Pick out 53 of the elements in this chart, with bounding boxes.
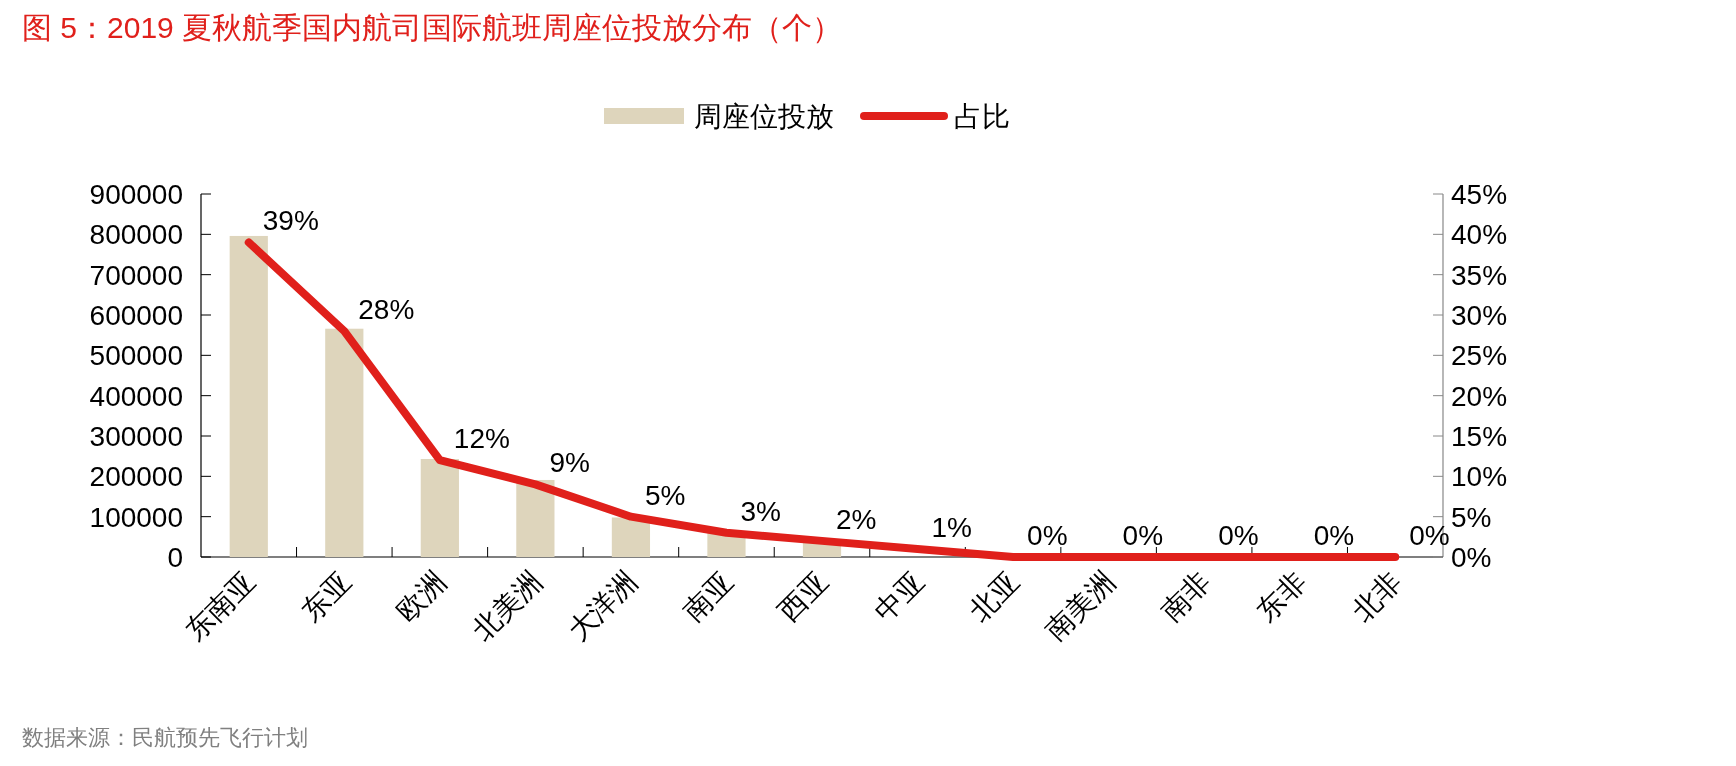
legend-label: 周座位投放 xyxy=(694,101,834,132)
data-label: 0% xyxy=(1409,520,1450,551)
data-label: 0% xyxy=(1218,520,1259,551)
legend-label: 占比 xyxy=(954,101,1010,132)
y2-tick-label: 0% xyxy=(1451,542,1492,573)
y2-tick-label: 25% xyxy=(1451,340,1508,372)
x-tick-label: 北亚 xyxy=(963,565,1026,627)
x-tick-label: 东非 xyxy=(1250,565,1312,627)
y-tick-label: 300000 xyxy=(89,421,183,452)
x-tick-label: 北美洲 xyxy=(466,565,548,647)
y2-tick-label: 10% xyxy=(1451,461,1508,493)
y2-tick-label: 30% xyxy=(1451,300,1508,331)
data-label: 9% xyxy=(549,447,590,479)
y-tick-label: 400000 xyxy=(89,380,183,412)
data-label: 12% xyxy=(453,423,510,455)
x-tick-label: 南亚 xyxy=(677,565,739,627)
data-label: 39% xyxy=(262,205,319,237)
y2-tick-label: 5% xyxy=(1451,501,1492,533)
y-tick-label: 500000 xyxy=(89,340,183,372)
y-tick-label: 800000 xyxy=(89,219,183,251)
data-label: 2% xyxy=(836,503,877,535)
y2-tick-label: 15% xyxy=(1451,421,1508,452)
x-tick-label: 欧洲 xyxy=(390,565,453,627)
data-label: 28% xyxy=(358,294,415,326)
bar xyxy=(611,517,651,557)
x-tick-label: 南美洲 xyxy=(1039,565,1121,647)
data-label: 0% xyxy=(1313,520,1355,551)
y-tick-label: 100000 xyxy=(89,501,183,533)
y2-tick-label: 35% xyxy=(1451,259,1508,291)
data-label: 3% xyxy=(740,495,781,527)
bar xyxy=(325,328,364,557)
data-label: 1% xyxy=(931,511,973,543)
y-tick-label: 600000 xyxy=(89,300,183,331)
data-label: 0% xyxy=(1122,520,1164,551)
bar xyxy=(516,479,555,557)
source-note: 数据来源：民航预先飞行计划 xyxy=(22,725,308,750)
bar xyxy=(229,235,268,557)
y-tick-label: 900000 xyxy=(89,179,183,210)
x-tick-label: 西亚 xyxy=(772,565,835,627)
y-tick-label: 700000 xyxy=(89,259,183,291)
data-label: 5% xyxy=(644,479,686,511)
chart-title: 图 5：2019 夏秋航季国内航司国际航班周座位投放分布（个） xyxy=(22,11,843,44)
y2-tick-label: 45% xyxy=(1451,179,1508,210)
x-tick-label: 南非 xyxy=(1154,565,1217,627)
data-label: 0% xyxy=(1027,520,1068,551)
x-tick-label: 中亚 xyxy=(868,565,930,627)
x-tick-label: 大洋洲 xyxy=(561,565,644,647)
bar xyxy=(420,458,459,557)
y-tick-label: 200000 xyxy=(89,461,183,493)
x-tick-label: 北非 xyxy=(1345,565,1408,627)
x-tick-label: 东亚 xyxy=(295,565,357,627)
y2-tick-label: 40% xyxy=(1451,219,1508,251)
y2-tick-label: 20% xyxy=(1451,380,1508,412)
